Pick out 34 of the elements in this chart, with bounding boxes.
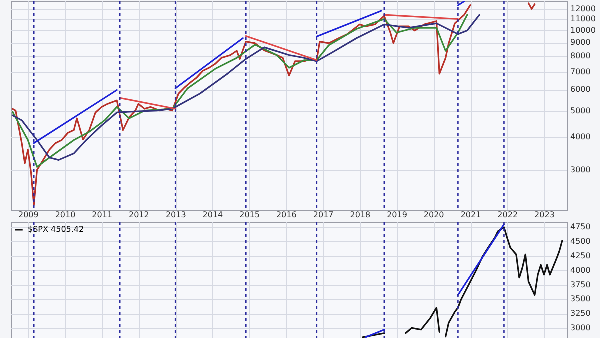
- y-tick-label: 4000: [570, 266, 591, 275]
- x-tick-label: 2014: [202, 210, 224, 220]
- x-tick-label: 2011: [92, 210, 113, 220]
- x-tick-label: 2019: [387, 210, 408, 220]
- y-tick-label: 3500: [570, 294, 591, 304]
- legend-label: $SPX 4505.42: [28, 225, 84, 234]
- y-tick-label: 4000: [570, 132, 591, 142]
- y-tick-label: 8000: [570, 52, 591, 61]
- y-tick-label: 5000: [570, 106, 591, 116]
- y-tick-label: 3250: [570, 309, 591, 318]
- x-tick-label: 2020: [424, 210, 444, 220]
- x-tick-label: 2015: [240, 210, 260, 220]
- x-tick-label: 2023: [534, 210, 555, 220]
- y-tick-label: 6000: [570, 85, 591, 94]
- y-tick-label: 4500: [570, 236, 591, 246]
- x-tick-label: 2013: [166, 210, 186, 220]
- y-tick-label: 4250: [570, 251, 591, 260]
- y-tick-label: 3000: [570, 166, 591, 175]
- x-tick-label: 2009: [18, 210, 39, 220]
- x-tick-label: 2017: [313, 210, 334, 220]
- y-tick-label: 7000: [570, 67, 591, 76]
- y-tick-label: 12000: [570, 4, 596, 14]
- x-tick-label: 2016: [276, 210, 297, 220]
- y-tick-label: 4750: [570, 222, 591, 232]
- x-tick-label: 2010: [55, 210, 76, 220]
- x-tick-label: 2022: [498, 210, 518, 220]
- x-tick-label: 2021: [460, 210, 482, 220]
- y-tick-label: 3000: [570, 324, 591, 333]
- x-tick-label: 2012: [128, 210, 150, 220]
- y-tick-label: 3750: [570, 280, 591, 290]
- y-tick-label: 11000: [570, 14, 596, 24]
- y-tick-label: 9000: [570, 38, 591, 48]
- y-tick-label: 10000: [570, 26, 596, 35]
- x-tick-label: 2018: [350, 210, 371, 220]
